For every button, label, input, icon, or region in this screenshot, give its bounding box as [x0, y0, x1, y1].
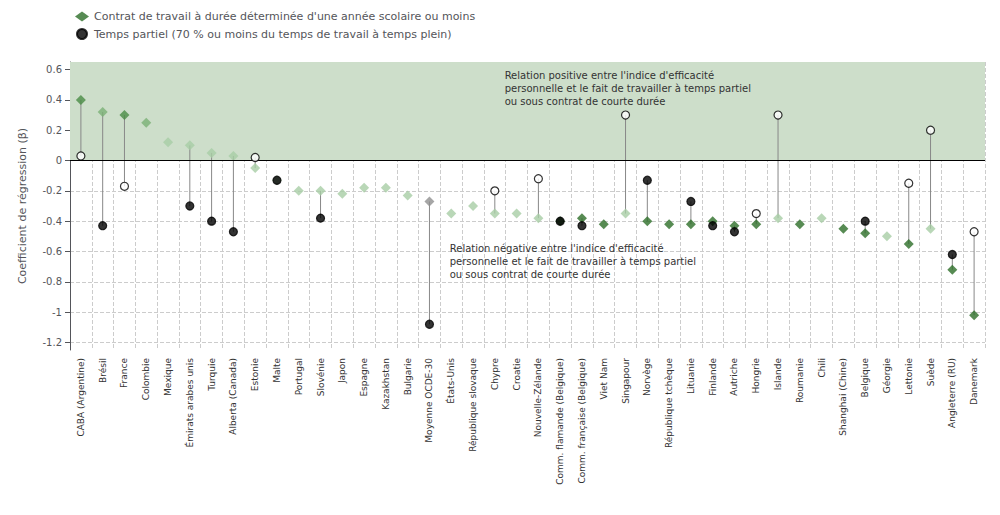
svg-text:République tchèque: République tchèque [664, 358, 674, 448]
svg-text:Portugal: Portugal [294, 358, 304, 395]
svg-text:Croatie: Croatie [512, 358, 522, 391]
svg-text:Singapour: Singapour [621, 358, 631, 404]
svg-text:Lituanie: Lituanie [686, 358, 696, 394]
svg-text:Géorgie: Géorgie [882, 358, 892, 394]
svg-text:Viet Nam: Viet Nam [599, 358, 609, 399]
svg-text:Angleterre (RU): Angleterre (RU) [947, 358, 957, 428]
svg-text:Moyenne OCDE-30: Moyenne OCDE-30 [424, 358, 434, 443]
svg-text:0.6: 0.6 [46, 64, 62, 75]
svg-text:Comm. française (Belgique): Comm. française (Belgique) [577, 358, 587, 484]
svg-text:Brésil: Brésil [98, 358, 108, 383]
svg-text:Belgique: Belgique [860, 358, 870, 398]
svg-text:Relation négative entre l'indi: Relation négative entre l'indice d'effic… [450, 243, 664, 254]
svg-text:ou sous contrat de courte duré: ou sous contrat de courte durée [450, 269, 611, 280]
svg-text:0.2: 0.2 [46, 125, 62, 136]
svg-text:Hongrie: Hongrie [751, 358, 761, 394]
svg-text:Chili: Chili [817, 358, 827, 378]
svg-text:République slovaque: République slovaque [468, 358, 478, 452]
svg-text:Autriche: Autriche [729, 358, 739, 396]
svg-text:Coefficient de régression (β): Coefficient de régression (β) [16, 128, 29, 284]
svg-text:Espagne: Espagne [359, 358, 369, 397]
svg-text:Nouvelle-Zélande: Nouvelle-Zélande [533, 358, 543, 438]
svg-text:-1: -1 [52, 307, 62, 318]
svg-text:Danemark: Danemark [969, 357, 979, 405]
svg-text:Colombie: Colombie [141, 358, 151, 401]
svg-text:Contrat de travail à durée dét: Contrat de travail à durée déterminée d'… [94, 10, 475, 23]
svg-text:-1.2: -1.2 [42, 337, 62, 348]
svg-text:-0.6: -0.6 [42, 246, 62, 257]
svg-text:-0.4: -0.4 [42, 216, 62, 227]
svg-text:Émirats arabes unis: Émirats arabes unis [184, 358, 195, 448]
svg-text:Finlande: Finlande [708, 358, 718, 396]
svg-text:États-Unis: États-Unis [445, 358, 456, 404]
svg-text:Bulgarie: Bulgarie [403, 358, 413, 396]
svg-text:Relation positive entre l'indi: Relation positive entre l'indice d'effic… [505, 70, 714, 81]
svg-text:Mexique: Mexique [163, 358, 173, 396]
svg-text:Temps partiel (70 % ou moins d: Temps partiel (70 % ou moins du temps de… [93, 28, 452, 41]
svg-text:Alberta (Canada): Alberta (Canada) [228, 358, 238, 435]
svg-text:Slovénie: Slovénie [316, 358, 326, 397]
svg-text:Kazakhstan: Kazakhstan [381, 358, 391, 410]
svg-text:personnelle et le fait de trav: personnelle et le fait de travailler à t… [450, 256, 696, 267]
svg-text:CABA (Argentine): CABA (Argentine) [76, 358, 86, 437]
svg-text:Shanghai (Chine): Shanghai (Chine) [838, 358, 848, 436]
svg-text:France: France [119, 358, 129, 388]
svg-text:Malte: Malte [272, 358, 282, 383]
svg-text:Estonie: Estonie [250, 358, 260, 392]
svg-text:ou sous contrat de courte duré: ou sous contrat de courte durée [505, 96, 666, 107]
svg-text:Turquie: Turquie [207, 358, 217, 392]
svg-text:personnelle et le fait de trav: personnelle et le fait de travailler à t… [505, 83, 751, 94]
svg-text:Roumanie: Roumanie [795, 358, 805, 404]
svg-text:0: 0 [56, 155, 62, 166]
svg-text:Lettonie: Lettonie [904, 358, 914, 395]
svg-text:Chypre: Chypre [490, 358, 500, 391]
svg-text:-0.8: -0.8 [42, 276, 62, 287]
svg-text:Japon: Japon [337, 358, 347, 384]
svg-text:Islande: Islande [773, 358, 783, 391]
svg-text:Suède: Suède [926, 358, 936, 387]
svg-text:Comm. flamande (Belgique): Comm. flamande (Belgique) [555, 358, 565, 485]
svg-text:-0.2: -0.2 [42, 185, 62, 196]
svg-text:Norvège: Norvège [642, 358, 652, 397]
svg-text:0.4: 0.4 [46, 94, 62, 105]
